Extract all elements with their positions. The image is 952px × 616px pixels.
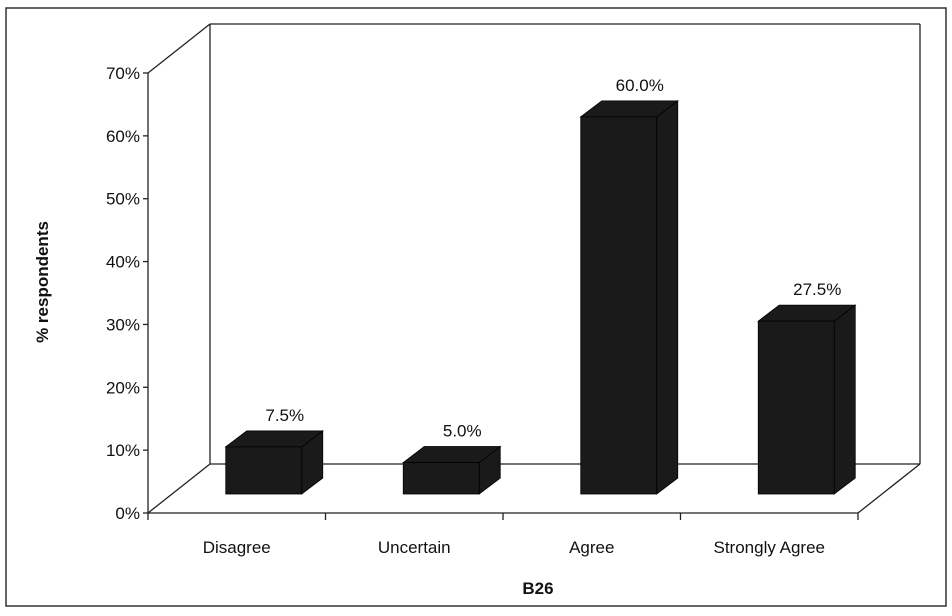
y-tick-label: 70%	[106, 64, 140, 83]
x-axis-title: B26	[522, 579, 553, 598]
y-tick-label: 0%	[115, 504, 140, 523]
floor-left-edge	[147, 463, 211, 514]
data-label: 7.5%	[265, 406, 304, 425]
chart-border	[5, 7, 947, 607]
bar	[579, 100, 679, 495]
back-wall-top-left-edge	[147, 23, 211, 74]
y-tick-label: 20%	[106, 378, 140, 397]
data-label: 60.0%	[616, 76, 664, 95]
bar-front-face	[402, 462, 480, 495]
y-axis-title: % respondents	[33, 221, 52, 343]
y-tick-labels: 0% 10% 20% 30% 40% 50% 60% 70%	[106, 64, 148, 523]
x-category-label: Strongly Agree	[713, 538, 825, 557]
bars	[224, 100, 857, 495]
x-category-label: Uncertain	[378, 538, 451, 557]
y-tick-label: 50%	[106, 190, 140, 209]
bar	[757, 304, 857, 495]
x-category-label: Agree	[569, 538, 614, 557]
y-tick-label: 60%	[106, 127, 140, 146]
data-label: 5.0%	[443, 422, 482, 441]
x-category-labels: Disagree Uncertain Agree Strongly Agree	[147, 513, 859, 557]
bar-side-face	[656, 100, 679, 495]
bar	[224, 430, 324, 495]
y-tick-label: 30%	[106, 315, 140, 334]
bar	[402, 445, 502, 495]
bar-front-face	[757, 320, 835, 495]
data-labels: 7.5% 5.0% 60.0% 27.5%	[265, 76, 841, 441]
bar-front-face	[225, 446, 303, 495]
floor-right-edge	[857, 463, 921, 514]
data-label: 27.5%	[793, 280, 841, 299]
bar-front-face	[580, 116, 658, 495]
y-tick-label: 40%	[106, 253, 140, 272]
y-tick-label: 10%	[106, 441, 140, 460]
bar-side-face	[833, 304, 856, 495]
x-category-label: Disagree	[203, 538, 271, 557]
